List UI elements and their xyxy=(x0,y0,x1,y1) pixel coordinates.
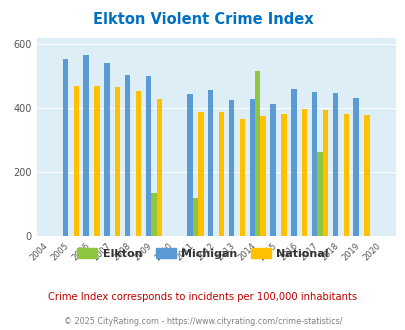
Bar xyxy=(353,98,358,236)
Bar xyxy=(281,114,286,236)
Bar xyxy=(239,119,245,236)
Bar xyxy=(83,55,89,236)
Bar xyxy=(125,75,130,236)
Bar xyxy=(343,114,348,236)
Bar xyxy=(145,76,151,236)
Bar xyxy=(260,116,265,236)
Text: Elkton Violent Crime Index: Elkton Violent Crime Index xyxy=(92,12,313,26)
Bar xyxy=(270,104,275,236)
Bar xyxy=(218,112,224,236)
Bar xyxy=(363,115,369,236)
Bar xyxy=(249,99,254,236)
Bar xyxy=(254,72,260,236)
Bar xyxy=(136,91,141,236)
Legend: Elkton, Michigan, National: Elkton, Michigan, National xyxy=(72,244,333,263)
Bar xyxy=(187,94,192,236)
Bar xyxy=(290,89,296,236)
Bar xyxy=(198,112,203,236)
Bar xyxy=(115,87,120,236)
Bar xyxy=(104,63,109,236)
Bar xyxy=(62,59,68,236)
Bar xyxy=(94,85,100,236)
Bar xyxy=(208,90,213,236)
Text: © 2025 CityRating.com - https://www.cityrating.com/crime-statistics/: © 2025 CityRating.com - https://www.city… xyxy=(64,317,341,326)
Bar xyxy=(228,100,234,236)
Bar xyxy=(192,198,198,236)
Bar xyxy=(151,193,156,236)
Text: Crime Index corresponds to incidents per 100,000 inhabitants: Crime Index corresponds to incidents per… xyxy=(48,292,357,302)
Bar xyxy=(311,92,317,236)
Bar xyxy=(301,109,307,236)
Bar xyxy=(332,93,337,236)
Bar xyxy=(156,99,162,236)
Bar xyxy=(322,110,327,236)
Bar xyxy=(73,86,79,236)
Bar xyxy=(317,152,322,236)
